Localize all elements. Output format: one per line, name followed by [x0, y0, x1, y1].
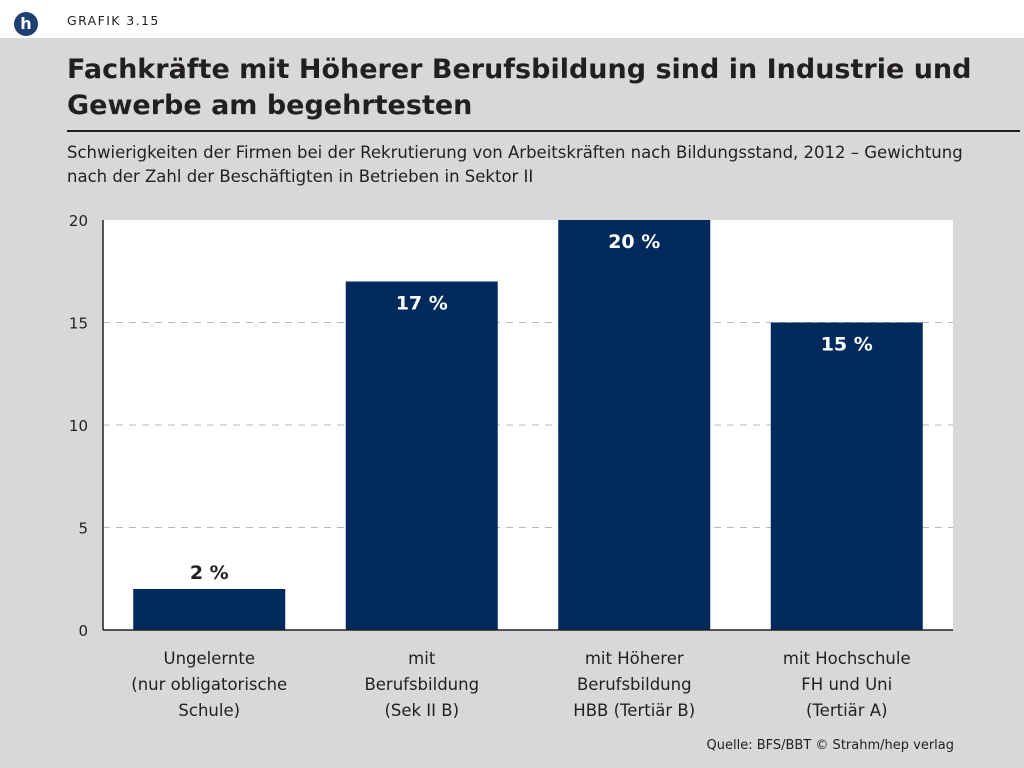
title-divider [67, 130, 1020, 132]
x-tick-label-line: (Sek II B) [384, 701, 459, 720]
bar [133, 589, 286, 630]
x-tick-label: mit Höherer Berufsbildung HBB (Tertiär B) [573, 649, 695, 720]
chart-title: Fachkräfte mit Höherer Berufsbildung sin… [67, 54, 972, 121]
publisher-logo-icon: h [14, 12, 38, 36]
header-bar: h GRAFIK 3.15 [0, 0, 1024, 38]
x-tick-label-line: (Tertiär A) [806, 701, 888, 720]
figure-label: GRAFIK 3.15 [67, 13, 160, 28]
bar-value-label: 15 % [821, 334, 873, 356]
x-tick-label: Ungelernte (nur obligatorische Schule) [131, 649, 287, 720]
bar-value-label: 17 % [396, 293, 448, 315]
y-tick-label: 15 [69, 315, 88, 333]
y-tick-label: 10 [69, 417, 88, 435]
bar-value-label: 2 % [190, 562, 229, 584]
x-tick-label-line: Berufsbildung [577, 675, 692, 694]
bar-value-label: 20 % [608, 231, 660, 253]
x-tick-label-line: FH und Uni [801, 675, 892, 694]
source-note: Quelle: BFS/BBT © Strahm/hep verlag [706, 738, 954, 753]
bar [770, 322, 923, 630]
logo-letter: h [20, 14, 32, 33]
x-tick-label-line: (nur obligatorische [131, 675, 287, 694]
x-tick-label-line: Berufsbildung [364, 675, 479, 694]
chart-subtitle: Schwierigkeiten der Firmen bei der Rekru… [67, 143, 963, 186]
y-tick-label: 0 [78, 622, 88, 640]
x-tick-label: mit Hochschule FH und Uni (Tertiär A) [783, 649, 911, 720]
x-tick-label-line: mit [408, 649, 436, 668]
bar [345, 281, 498, 630]
x-tick-label-line: HBB (Tertiär B) [573, 701, 695, 720]
x-tick-label-line: Ungelernte [164, 649, 255, 668]
x-tick-label: mit Berufsbildung (Sek II B) [364, 649, 479, 720]
x-tick-label-line: Schule) [178, 701, 240, 720]
bar [558, 220, 711, 630]
y-tick-label: 20 [69, 212, 88, 230]
x-tick-label-line: mit Höherer [585, 649, 684, 668]
x-tick-label-line: mit Hochschule [783, 649, 911, 668]
y-tick-label: 5 [78, 520, 88, 538]
